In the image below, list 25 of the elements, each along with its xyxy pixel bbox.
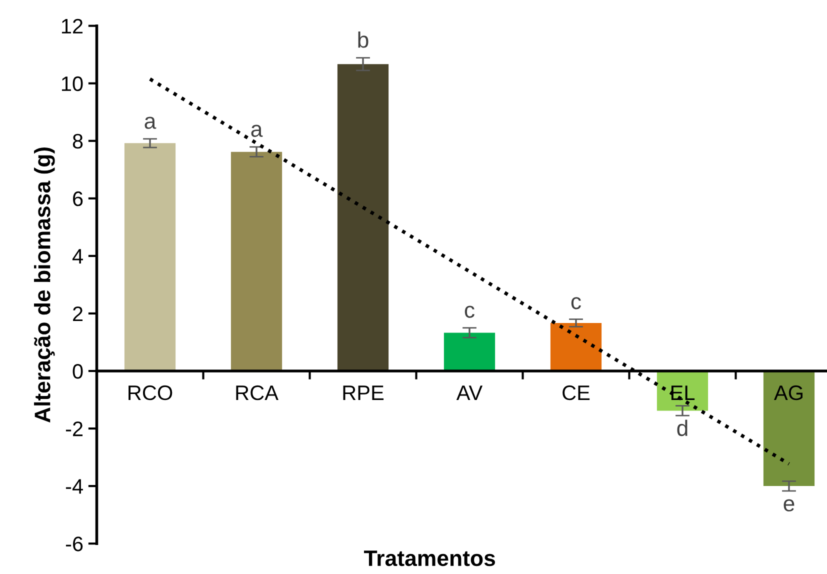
x-tick-label: RCA <box>236 385 278 400</box>
y-tick-label: 12 <box>62 18 83 34</box>
y-tick-label: 8 <box>72 134 83 149</box>
y-axis-title: Alteração de biomassa (g) <box>34 147 55 422</box>
x-tick-label: AV <box>456 386 483 400</box>
y-tick-label: 2 <box>73 306 83 322</box>
x-tick-label: RCO <box>128 385 172 400</box>
y-tick-label: -2 <box>66 422 83 436</box>
annotation: c <box>464 306 474 318</box>
y-tick-label: 10 <box>62 76 83 92</box>
y-tick-label: 4 <box>72 249 83 264</box>
y-tick-label: 0 <box>72 364 83 379</box>
x-axis-title: Tratamentos <box>364 550 495 566</box>
x-tick-label: AG <box>774 385 802 400</box>
annotation: a <box>144 116 156 129</box>
annotation: b <box>358 31 368 48</box>
annotation: d <box>677 420 688 436</box>
annotation: a <box>251 124 263 137</box>
x-tick-label: CE <box>562 385 590 400</box>
annotation: e <box>784 499 794 512</box>
x-tick-label: RPE <box>343 386 384 400</box>
y-tick-label: -6 <box>66 536 83 552</box>
y-tick-label: -4 <box>66 479 83 494</box>
annotation: c <box>571 297 581 310</box>
y-tick-label: 6 <box>73 191 83 206</box>
